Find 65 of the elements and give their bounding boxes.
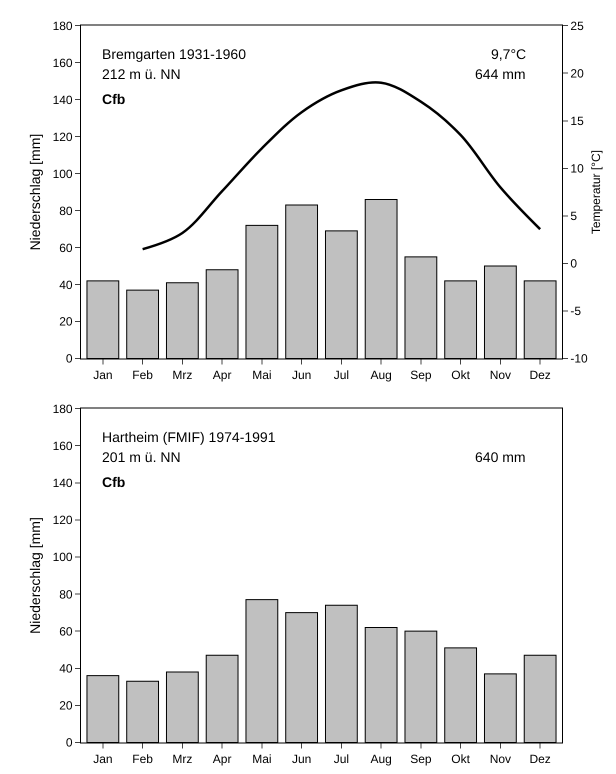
- x-tick-label: Apr: [212, 752, 232, 766]
- x-tick-label: Aug: [370, 752, 392, 766]
- x-tick-label: Sep: [410, 752, 432, 766]
- x-tick-label: Aug: [370, 368, 392, 382]
- y2-tick-label: 25: [570, 18, 584, 33]
- y-tick-label: 180: [52, 402, 73, 416]
- x-tick-label: Feb: [132, 752, 154, 766]
- x-tick-label: Jul: [334, 752, 350, 766]
- y2-tick-label: -10: [570, 352, 588, 366]
- x-tick-label: Jul: [334, 368, 350, 382]
- x-tick-label: Mai: [252, 368, 272, 382]
- y2-tick-label: 20: [570, 66, 584, 80]
- y2-tick-label: 0: [570, 256, 578, 271]
- annotation: Cfb: [102, 91, 126, 107]
- line-series: [141, 81, 542, 250]
- y-tick-label: 160: [52, 56, 73, 70]
- annotation: Cfb: [102, 474, 126, 490]
- x-tick-label: Okt: [451, 368, 471, 382]
- x-tick-label: Okt: [451, 752, 471, 766]
- x-tick-label: Feb: [132, 368, 154, 382]
- x-tick-label: Jan: [93, 752, 113, 766]
- y-tick-label: 80: [59, 204, 73, 218]
- y-tick-label: 20: [59, 314, 73, 329]
- x-tick-label: Nov: [490, 752, 512, 766]
- annotation: Bremgarten 1931-1960: [102, 46, 246, 62]
- x-tick-label: Jun: [292, 752, 312, 766]
- y-tick-label: 160: [52, 438, 73, 453]
- x-tick-label: Nov: [490, 368, 512, 382]
- y2-tick-label: 15: [570, 114, 584, 128]
- y-tick-label: 0: [66, 352, 73, 366]
- y-axis-title: Niederschlag [mm]: [27, 517, 44, 634]
- annotation: 201 m ü. NN: [102, 449, 181, 465]
- x-tick-label: Dez: [529, 752, 551, 766]
- y2-tick-label: 5: [570, 209, 578, 224]
- y-tick-label: 0: [66, 736, 73, 750]
- x-tick-label: Jan: [93, 368, 113, 382]
- y-tick-label: 20: [59, 698, 73, 713]
- y-tick-label: 100: [52, 166, 73, 181]
- y-tick-label: 140: [52, 92, 73, 107]
- x-tick-label: Jun: [292, 368, 312, 382]
- annotation: Hartheim (FMIF) 1974-1991: [102, 429, 276, 445]
- annotation: 640 mm: [475, 449, 526, 465]
- y2-axis-title: Temperatur [°C]: [588, 150, 603, 234]
- y-tick-label: 80: [59, 587, 73, 602]
- y-tick-label: 180: [52, 18, 73, 33]
- y-tick-label: 140: [52, 476, 73, 490]
- y2-tick-label: -5: [570, 304, 582, 318]
- y-tick-label: 60: [59, 624, 73, 638]
- y-tick-label: 60: [59, 240, 73, 255]
- x-tick-label: Dez: [529, 368, 551, 382]
- x-tick-label: Mrz: [172, 368, 192, 382]
- annotation: 9,7°C: [491, 46, 526, 62]
- y-tick-label: 100: [52, 550, 73, 564]
- x-tick-label: Apr: [212, 368, 232, 382]
- annotation: 644 mm: [475, 66, 526, 82]
- y-tick-label: 120: [52, 130, 73, 144]
- y2-tick-label: 10: [570, 162, 584, 176]
- x-tick-label: Sep: [410, 368, 432, 382]
- annotation: 212 m ü. NN: [102, 66, 181, 82]
- y-axis-title: Niederschlag [mm]: [27, 134, 44, 250]
- y-tick-label: 120: [52, 513, 73, 528]
- x-tick-label: Mai: [252, 752, 272, 766]
- x-tick-label: Mrz: [172, 752, 192, 766]
- y-tick-label: 40: [59, 661, 73, 676]
- y-tick-label: 40: [59, 278, 73, 292]
